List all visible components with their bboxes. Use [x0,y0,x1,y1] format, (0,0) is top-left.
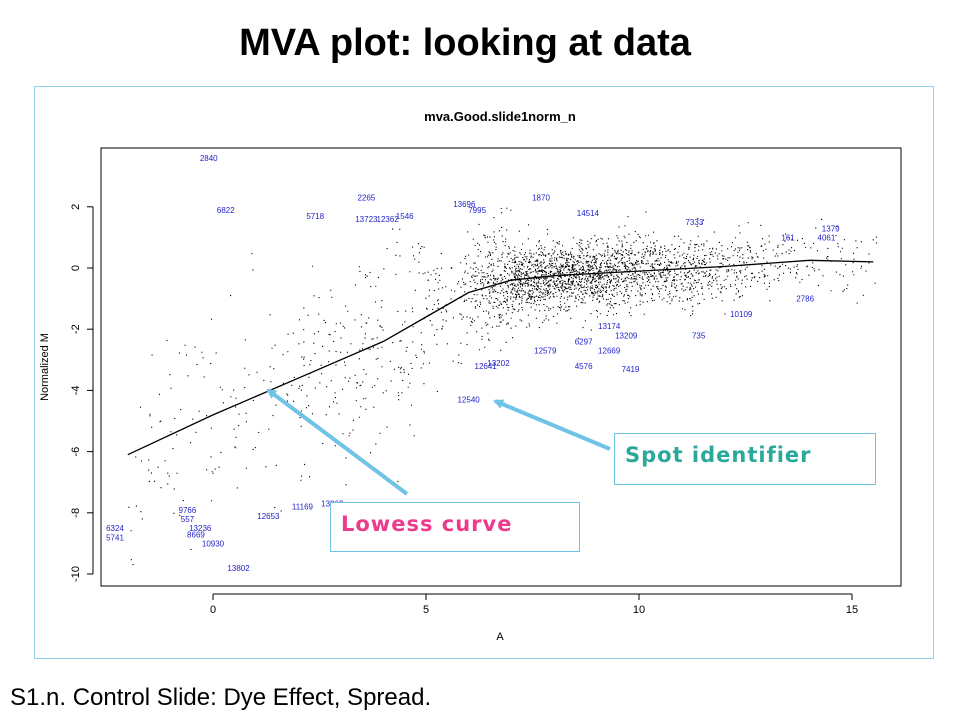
spot-label: 4061 [818,233,836,242]
spot-label: 2786 [796,295,814,304]
spot-label: 7995 [468,206,486,215]
spot-label: 8669 [187,530,205,539]
spot-label: 6297 [575,338,593,347]
lowess-curve-arrow [266,388,409,496]
spot-label: 12540 [457,396,480,405]
x-tick-label: 0 [210,604,216,616]
y-axis-label: Normalized M [39,333,51,401]
spot-label: 13174 [598,322,621,331]
spot-label: 6822 [217,206,235,215]
spot-label: 13723 [355,215,378,224]
y-tick-label: -10 [70,566,82,582]
spot-label: 12653 [257,512,280,521]
spot-label: 2840 [200,154,218,163]
spot-label: 13802 [227,564,250,573]
spot-label: 7419 [622,365,640,374]
spot-label: 7333 [685,218,703,227]
spot-label: 9766 [179,506,197,515]
y-tick-label: -2 [70,324,82,334]
spot-label: 12669 [598,347,621,356]
y-tick-label: 0 [70,265,82,271]
plot-frame [34,86,934,659]
spot-label: 12579 [534,347,557,356]
spot-label: 13696 [453,200,476,209]
spot-identifier-callout: Spot identifier [614,433,876,485]
spot-label: 14514 [577,209,600,218]
scatter-points [128,207,878,566]
spot-label: 4576 [575,362,593,371]
chart-title: mva.Good.slide1norm_n [424,109,576,124]
spot-label: 2265 [357,194,375,203]
slide-title: MVA plot: looking at data [239,22,691,64]
spot-label: 12641 [475,362,498,371]
spot-label: 10109 [730,310,753,319]
spot-label: 13236 [189,524,212,533]
scatter-point-cloud [128,207,878,566]
spot-label: 13202 [487,359,510,368]
spot-label: 1870 [532,194,550,203]
spot-label: 735 [692,331,706,340]
spot-label: 6324 [106,524,124,533]
y-tick-label: -6 [70,447,82,457]
spot-label: 5718 [306,212,324,221]
y-tick-label: -4 [70,386,82,396]
spot-label: 12362 [377,215,400,224]
slide-caption: S1.n. Control Slide: Dye Effect, Spread. [10,684,432,711]
spot-label: 13209 [615,331,638,340]
x-axis-label: A [496,631,504,643]
y-tick-label: -8 [70,508,82,518]
spot-label: 1546 [396,212,414,221]
x-tick-label: 15 [846,604,858,616]
spot-label: 5741 [106,533,124,542]
spot-label: 1379 [822,224,840,233]
spot-label: 11169 [292,503,314,512]
x-tick-label: 10 [633,604,645,616]
spot-label: 10930 [202,539,225,548]
y-tick-label: 2 [70,204,82,210]
spot-identifier-arrow [493,399,611,451]
x-tick-label: 5 [423,604,429,616]
spot-label: 161 [781,233,795,242]
lowess-curve-callout: Lowess curve [330,502,580,552]
lowess-curve-line [127,259,874,456]
mva-scatter-chart: mva.Good.slide1norm_n 2840 6822 5718 2265 13… [39,109,902,643]
spot-label: 557 [181,515,195,524]
plot-area-box [100,147,902,587]
